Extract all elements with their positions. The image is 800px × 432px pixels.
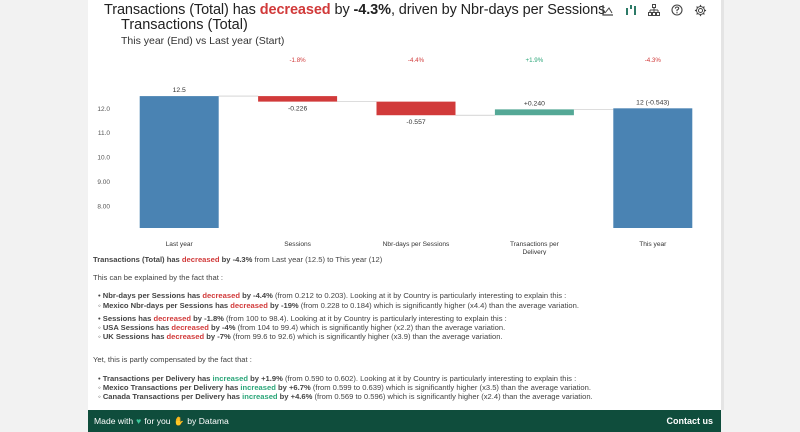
- chart-bar: [376, 101, 456, 116]
- toolbar: [601, 3, 707, 17]
- data-label: 12 (-0.543): [636, 99, 669, 106]
- y-tick-label: 8.00: [97, 204, 110, 211]
- driver-subitem: ◦ Mexico Nbr-days per Sessions has decre…: [98, 300, 579, 310]
- headline: Transactions (Total) has decreased by -4…: [104, 2, 606, 18]
- clap-icon: ✋: [173, 415, 185, 426]
- chart-bar: [613, 108, 693, 228]
- bar-icon[interactable]: [624, 3, 638, 17]
- chart-title: Transactions (Total): [121, 17, 248, 33]
- pct-label: -1.8%: [290, 57, 307, 64]
- driver-subitem: ◦ USA Sessions has decreased by -4% (fro…: [98, 323, 506, 333]
- summary-compensated: Yet, this is partly compensated by the f…: [93, 355, 252, 365]
- driver-subitem: ◦ UK Sessions has decreased by -7% (from…: [98, 332, 503, 342]
- x-tick-label: Sessions: [284, 241, 311, 248]
- chart-bar: [139, 96, 219, 228]
- scrollbar[interactable]: [721, 0, 724, 410]
- y-tick-label: 9.00: [97, 179, 110, 186]
- y-tick-label: 12.0: [97, 106, 110, 113]
- driver-item: • Nbr-days per Sessions has decreased by…: [98, 291, 567, 301]
- x-tick-label: Transactions per: [510, 241, 560, 248]
- chart-bar: [258, 96, 338, 102]
- waterfall-chart: 12.0 11.0 10.0 9.00 8.00 12.5 Last year -0.226 -…: [97, 57, 693, 255]
- x-tick-label: Nbr-days per Sessions: [383, 241, 450, 248]
- summary-headline: Transactions (Total) has decreased by -4…: [93, 255, 383, 264]
- driver-subitem: ◦ Canada Transactions per Delivery has i…: [98, 392, 593, 402]
- pct-label: +1.9%: [526, 57, 544, 64]
- chart-subtitle: This year (End) vs Last year (Start): [121, 35, 285, 47]
- pct-label: -4.4%: [408, 57, 425, 64]
- pct-label: -4.3%: [645, 57, 662, 64]
- hierarchy-icon[interactable]: [647, 3, 661, 17]
- x-tick-label: Delivery: [522, 249, 547, 255]
- analysis-card: Transactions (Total) has decreased by -4…: [88, 0, 721, 432]
- data-label: 12.5: [173, 87, 186, 94]
- contact-us-link[interactable]: Contact us: [666, 416, 713, 426]
- settings-icon[interactable]: [693, 3, 707, 17]
- x-tick-label: Last year: [166, 241, 194, 248]
- help-icon[interactable]: [670, 3, 684, 17]
- y-tick-label: 10.0: [97, 155, 110, 162]
- made-with: Made with ♥ for you ✋ by Datama: [94, 415, 229, 427]
- analysis-summary: Transactions (Total) has decreased by -4…: [93, 255, 713, 401]
- data-label: +0.240: [524, 100, 545, 107]
- data-label: -0.226: [288, 106, 307, 113]
- summary-explained: This can be explained by the fact that :: [93, 273, 224, 283]
- heart-icon: ♥: [136, 416, 142, 426]
- data-label: -0.557: [406, 119, 425, 126]
- chart-icon[interactable]: [601, 3, 615, 17]
- y-tick-label: 11.0: [98, 130, 111, 137]
- driver-subitem: ◦ Mexico Transactions per Delivery has i…: [98, 382, 591, 392]
- driver-item: • Transactions per Delivery has increase…: [98, 373, 577, 383]
- driver-item: • Sessions has decreased by -1.8% (from …: [98, 313, 507, 323]
- footer: Made with ♥ for you ✋ by Datama Contact …: [88, 410, 721, 432]
- x-tick-label: This year: [639, 241, 667, 248]
- chart-bar: [494, 109, 574, 116]
